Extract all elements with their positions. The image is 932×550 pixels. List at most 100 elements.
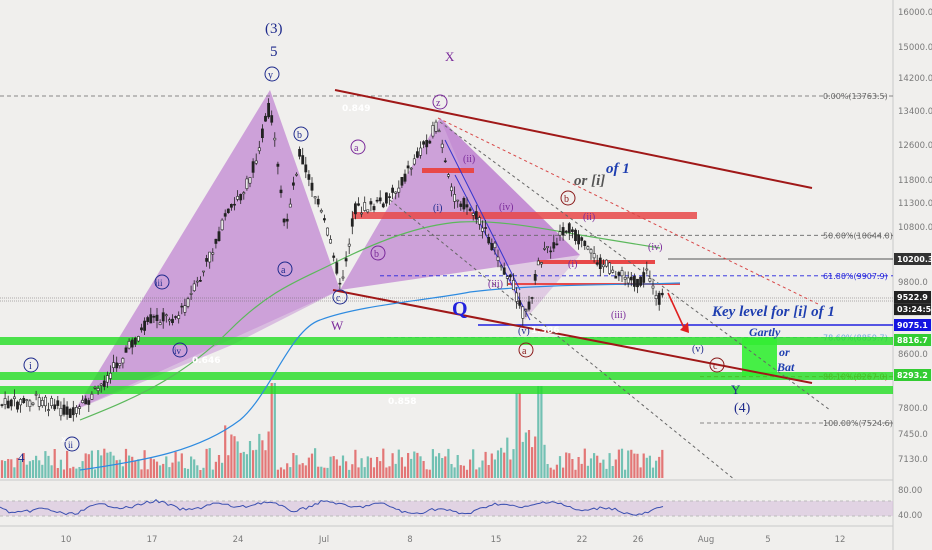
candle-body [279,189,283,194]
candle-body [431,125,435,137]
time-tick-label: Aug [698,535,715,545]
volume-bar [500,447,503,478]
volume-bar [97,450,100,478]
time-axis[interactable]: 10 17 24 Jul 8 15 22 26 Aug 5 12 [61,535,846,545]
candle-body [425,140,429,148]
wave-circle [518,342,534,358]
candle-body [415,151,419,158]
volume-bar [252,450,255,478]
candlesticks [0,98,664,422]
time-tick-label: 10 [61,535,72,545]
candle-body [561,227,565,236]
volume-bar [503,452,506,478]
volume-bar [16,457,19,478]
green-zone-middle [0,372,893,380]
candle-body [90,393,94,400]
candle-body [257,147,261,152]
volume-bar [419,456,422,478]
candle-body [112,362,116,369]
candle-body [446,174,450,177]
volume-bar [72,466,75,478]
volume-bar [428,469,431,478]
volume-bar [56,468,59,478]
volume-bar [211,469,214,478]
volume-bar [372,467,376,478]
volume-bar [648,455,651,478]
volume-bar [295,455,298,478]
candle-body [636,278,639,288]
candle-body [344,258,348,262]
candle-body [220,219,224,231]
candle-body [81,400,85,403]
red-bar-4 [508,283,680,285]
time-tick-label: 17 [147,535,158,545]
annotation-gartly: Gartly [749,325,781,339]
volume-bar [537,386,540,478]
wave-label: z [436,98,441,109]
volume-bar [248,441,252,478]
wave-label: (iv) [499,202,513,213]
volume-bar [602,459,605,478]
volume-bar [124,448,128,478]
price-badge-label: 9075.1 [897,321,928,330]
candle-body [512,279,515,290]
price-tick-label: 7130.0 [898,455,928,465]
candle-body [443,160,447,163]
price-tick-label: 7800.0 [898,404,928,414]
wave-label: 5 [270,44,278,60]
volume-bar [391,453,394,478]
volume-bar [149,458,152,478]
candle-body [620,270,624,277]
volume-bar [239,452,242,478]
candle-body [84,398,88,405]
volume-bar [205,448,208,478]
candle-body [592,253,596,259]
wave-circle [332,289,348,305]
trend-channel [332,89,831,480]
wave-label: Y [731,382,741,397]
volume-bar [608,453,611,478]
volume-bar [146,469,149,478]
candle-body [177,315,181,319]
volume-bar [338,465,341,478]
volume-bar [326,467,329,478]
volume-bar [202,467,205,478]
fib-label: 50.00%(10644.0) [823,231,893,240]
volume-bar [540,386,543,478]
volume-bar [233,436,236,478]
candle-body [515,292,519,302]
candle-body [291,182,295,186]
candle-body [199,279,202,282]
candle-body [533,273,537,281]
candle-body [657,292,661,305]
volume-bar [87,454,90,478]
price-badge [894,334,931,346]
volume-bar [441,458,444,478]
price-badge [894,319,931,331]
volume-bar [118,459,121,478]
volume-bar [162,463,165,478]
candle-body [143,320,147,331]
volume-bar [351,464,354,478]
candle-body [642,272,646,283]
volume-bar [425,469,428,478]
volume-bar [369,457,372,478]
volume-bar [199,470,202,478]
wave-circle [432,94,448,110]
volume-bar [307,457,310,478]
price-badge-label: 9522.9 [897,293,928,302]
volume-bar [524,432,527,478]
candle-body [109,372,112,379]
volume-bar [596,455,599,478]
wave-circle [172,342,188,358]
price-axis[interactable]: 16000.0 15000.0 14200.0 13400.0 12600.0 11800… [898,8,932,465]
candle-body [171,318,174,324]
volume-bar [645,457,648,478]
candle-body [611,269,615,273]
time-tick-label: 26 [633,535,644,545]
volume-bar [558,456,562,478]
volume-bar [574,469,577,478]
candle-body [440,143,444,148]
wave-label: a [354,143,359,154]
